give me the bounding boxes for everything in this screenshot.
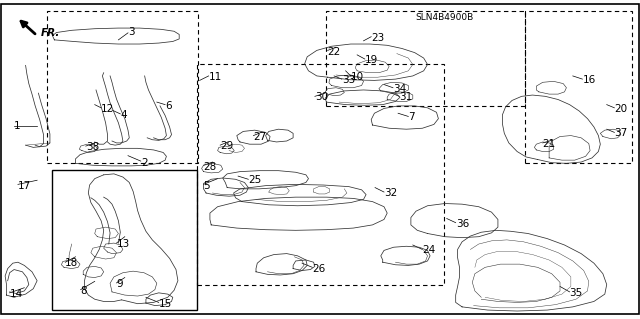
- Bar: [47, 11, 198, 163]
- Text: 16: 16: [582, 75, 596, 85]
- Text: 6: 6: [165, 101, 172, 111]
- Text: 25: 25: [248, 175, 262, 185]
- Text: 19: 19: [365, 55, 378, 65]
- Text: 28: 28: [204, 161, 217, 172]
- Text: 7: 7: [408, 112, 415, 122]
- Text: 35: 35: [570, 288, 583, 298]
- Text: 5: 5: [204, 181, 210, 191]
- Text: SLN4B4900B: SLN4B4900B: [415, 13, 474, 22]
- Text: 22: 22: [328, 47, 341, 57]
- Text: 34: 34: [393, 84, 406, 94]
- Text: 18: 18: [65, 258, 79, 268]
- Text: 26: 26: [312, 263, 326, 274]
- Text: 14: 14: [10, 289, 23, 299]
- Text: 17: 17: [18, 181, 31, 191]
- Text: 33: 33: [342, 75, 355, 85]
- Text: 2: 2: [141, 158, 147, 168]
- Bar: [52, 170, 197, 310]
- Text: 12: 12: [101, 104, 115, 114]
- Text: 8: 8: [81, 286, 87, 296]
- Text: 32: 32: [384, 188, 397, 198]
- Text: 29: 29: [220, 141, 234, 151]
- Text: 24: 24: [422, 245, 436, 256]
- Text: 20: 20: [614, 104, 628, 114]
- Text: 21: 21: [543, 139, 556, 149]
- Bar: [197, 64, 444, 285]
- Text: 15: 15: [159, 299, 172, 309]
- Text: 38: 38: [86, 142, 99, 152]
- Text: 31: 31: [399, 92, 413, 102]
- Bar: [525, 11, 632, 163]
- Text: 23: 23: [371, 33, 385, 43]
- Text: 9: 9: [116, 279, 123, 289]
- Text: 4: 4: [120, 110, 127, 120]
- Text: 10: 10: [351, 72, 364, 82]
- Text: 36: 36: [456, 219, 469, 229]
- Text: 30: 30: [315, 92, 328, 102]
- Text: 1: 1: [14, 121, 20, 131]
- Text: 27: 27: [253, 131, 267, 142]
- Text: 3: 3: [128, 27, 134, 37]
- Text: FR.: FR.: [40, 28, 60, 38]
- Text: 11: 11: [209, 71, 222, 82]
- Text: 37: 37: [614, 128, 628, 138]
- Bar: [326, 11, 525, 106]
- Text: 13: 13: [116, 239, 130, 249]
